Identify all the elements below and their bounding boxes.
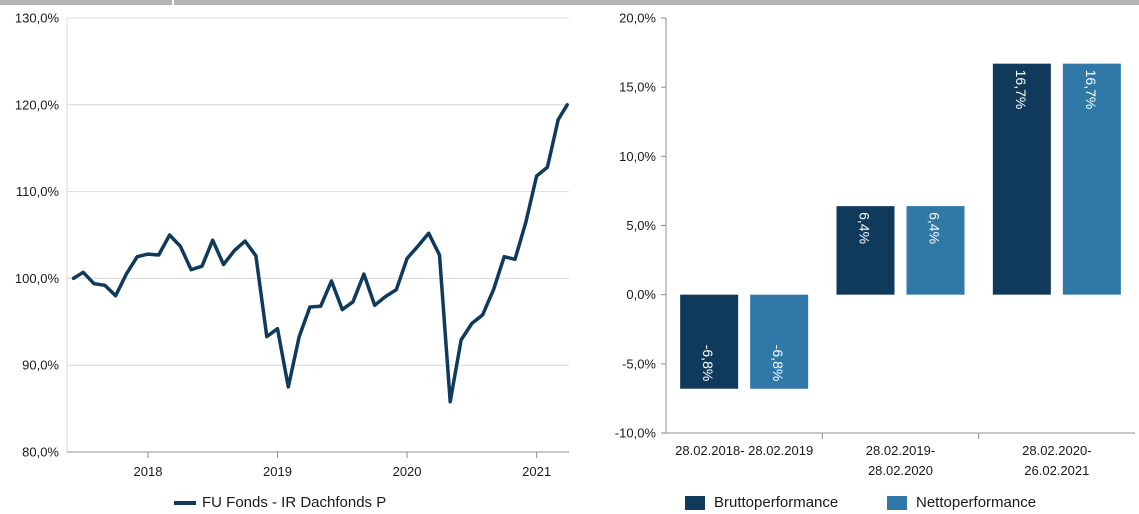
bar-value-label: -6,8% bbox=[700, 345, 716, 382]
top-border bbox=[0, 0, 1139, 5]
line-y-tick-label: 130,0% bbox=[15, 11, 60, 26]
bar-y-tick-label: 15,0% bbox=[619, 80, 656, 95]
legend-line-swatch bbox=[174, 500, 196, 505]
bar-category-label: 28.02.2020 bbox=[868, 463, 933, 478]
line-x-tick-label: 2021 bbox=[522, 464, 551, 479]
bar-chart-legend-netto: Nettoperformance bbox=[887, 494, 1036, 511]
bar-brutto bbox=[836, 206, 895, 295]
bar-value-label: 16,7% bbox=[1083, 70, 1099, 110]
line-x-tick-label: 2020 bbox=[393, 464, 422, 479]
line-y-tick-label: 110,0% bbox=[16, 184, 60, 199]
bar-y-tick-label: -10,0% bbox=[615, 426, 657, 441]
line-chart-legend: FU Fonds - IR Dachfonds P bbox=[174, 494, 386, 511]
top-border-tick bbox=[172, 0, 174, 5]
line-x-tick-label: 2018 bbox=[134, 464, 163, 479]
bar-y-tick-label: -5,0% bbox=[622, 356, 656, 371]
bar-netto bbox=[906, 206, 965, 295]
bar-category-label: 28.02.2018- 28.02.2019 bbox=[675, 443, 813, 458]
bar-value-label: 6,4% bbox=[857, 212, 873, 244]
legend-label-brutto: Bruttoperformance bbox=[714, 494, 839, 511]
bar-value-label: -6,8% bbox=[770, 345, 786, 382]
bar-y-tick-label: 5,0% bbox=[626, 218, 656, 233]
bar-category-label: 28.02.2019- bbox=[866, 443, 935, 458]
bar-value-label: 6,4% bbox=[927, 212, 943, 244]
bar-netto bbox=[1062, 63, 1121, 295]
line-y-tick-label: 80,0% bbox=[22, 445, 59, 460]
legend-swatch-brutto bbox=[685, 495, 705, 510]
bar-value-label: 16,7% bbox=[1013, 70, 1029, 110]
bar-y-tick-label: 0,0% bbox=[626, 287, 656, 302]
bar-y-tick-label: 20,0% bbox=[619, 11, 656, 26]
bar-category-label: 26.02.2021 bbox=[1024, 463, 1089, 478]
line-series-fu-fonds bbox=[71, 103, 569, 404]
line-y-tick-label: 90,0% bbox=[22, 358, 59, 373]
bar-brutto bbox=[680, 294, 739, 389]
line-y-tick-label: 100,0% bbox=[15, 271, 60, 286]
legend-label-netto: Nettoperformance bbox=[916, 494, 1037, 511]
bar-category-label: 28.02.2020- bbox=[1022, 443, 1091, 458]
legend-label-fu-fonds: FU Fonds - IR Dachfonds P bbox=[202, 494, 387, 511]
bar-chart-legend-brutto: Bruttoperformance bbox=[685, 494, 838, 511]
bar-netto bbox=[750, 294, 809, 389]
legend-swatch-netto bbox=[887, 495, 907, 510]
line-x-tick-label: 2019 bbox=[263, 464, 292, 479]
line-y-tick-label: 120,0% bbox=[15, 97, 60, 112]
bar-y-tick-label: 10,0% bbox=[619, 149, 656, 164]
bar-brutto bbox=[992, 63, 1051, 295]
